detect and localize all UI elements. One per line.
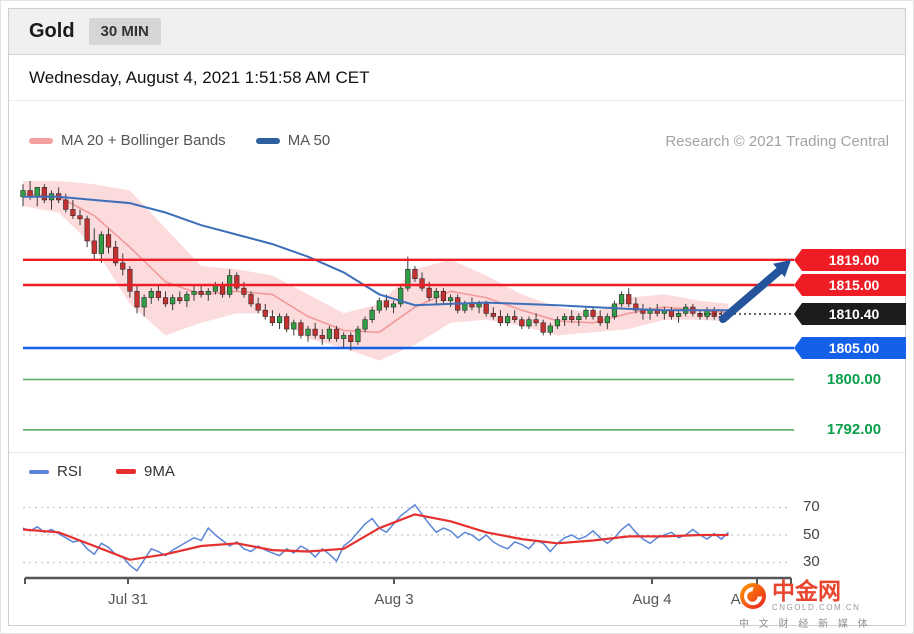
rsi-axis-50: 50	[803, 526, 820, 543]
cngold-logo-icon	[740, 582, 766, 609]
ma9-swatch-icon	[116, 469, 137, 474]
ma50-swatch-icon	[255, 137, 280, 144]
rsi-label: RSI	[57, 463, 83, 480]
header-bar: Gold 30 MIN	[9, 9, 905, 55]
rsi-legend: RSI 9MA	[29, 463, 175, 480]
rsi-swatch-icon	[29, 469, 49, 474]
x-axis-label-jul31: Jul 31	[107, 591, 149, 608]
watermark-row: 中金网 CNGOLD.COM.CN	[739, 579, 907, 612]
legend-item-rsi: RSI	[29, 463, 82, 480]
rsi-chart-svg	[22, 503, 792, 584]
timestamp-text: Wednesday, August 4, 2021 1:51:58 AM CET	[29, 68, 370, 87]
timestamp-row: Wednesday, August 4, 2021 1:51:58 AM CET	[9, 55, 905, 101]
legend-item-ma50: MA 50	[255, 132, 331, 149]
ma20-bollinger-swatch-icon	[29, 137, 53, 144]
price-chart-svg	[20, 181, 794, 431]
watermark-text-block: 中金网 CNGOLD.COM.CN	[772, 579, 860, 612]
watermark-brand: 中金网	[772, 578, 841, 604]
x-axis-label-aug3: Aug 3	[374, 591, 414, 608]
rsi-axis-70: 70	[803, 498, 820, 515]
ma9-label: 9MA	[144, 463, 175, 480]
ma50-label: MA 50	[287, 132, 331, 149]
site-watermark: 中金网 CNGOLD.COM.CN 中 文 财 经 新 媒 体	[739, 579, 907, 630]
panel-divider	[9, 452, 905, 453]
legend-item-ma20-bollinger: MA 20 + Bollinger Bands	[29, 132, 226, 149]
watermark-domain: CNGOLD.COM.CN	[772, 603, 861, 612]
instrument-title: Gold	[29, 20, 75, 42]
watermark-tagline: 中 文 财 经 新 媒 体	[739, 619, 872, 630]
resistance-label-1819: 1819.00	[794, 249, 906, 271]
main-chart-legend: MA 20 + Bollinger Bands MA 50	[29, 132, 330, 149]
x-axis-label-aug4: Aug 4	[632, 591, 672, 608]
level-label-1800: 1800.00	[826, 371, 882, 388]
timeframe-badge[interactable]: 30 MIN	[88, 18, 161, 45]
legend-item-9ma: 9MA	[116, 463, 175, 480]
ma20-bollinger-label: MA 20 + Bollinger Bands	[61, 132, 226, 149]
last-price-label: 1810.40	[794, 303, 906, 325]
level-label-1792: 1792.00	[826, 421, 882, 438]
support-label-1805: 1805.00	[794, 337, 906, 359]
rsi-axis-30: 30	[803, 553, 820, 570]
resistance-label-1815: 1815.00	[794, 274, 906, 296]
research-credit: Research © 2021 Trading Central	[665, 133, 889, 150]
